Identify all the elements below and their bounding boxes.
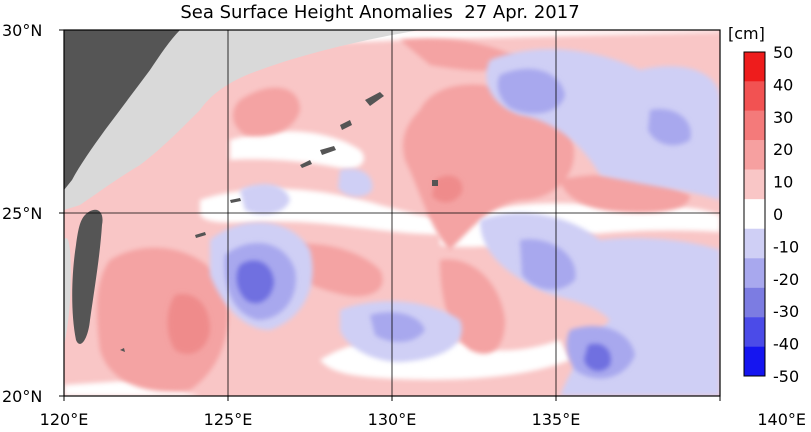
map-title: Sea Surface Height Anomalies 27 Apr. 201… — [180, 2, 580, 23]
colorbar-tick-label-5: 0 — [773, 205, 783, 224]
colorbar-segment-2 — [744, 110, 765, 141]
colorbar-segment-4 — [744, 169, 765, 200]
lat-tick-label-2: 20°N — [2, 387, 42, 406]
land-masses — [64, 30, 438, 352]
grid-lines — [64, 30, 720, 396]
colorbar-tick-label-3: 20 — [773, 140, 793, 159]
plot-area — [64, 30, 720, 396]
longitude-axis: 120°E 125°E 130°E 135°E 140°E — [40, 396, 806, 429]
colorbar-segment-7 — [744, 258, 765, 288]
colorbar: 50 40 30 20 10 0 -10 -20 -30 -40 -50 — [743, 43, 799, 386]
lon-tick-label-2: 130°E — [368, 410, 417, 429]
moderate-negative-anomaly-regions — [224, 68, 691, 379]
colorbar-segment-8 — [744, 287, 765, 318]
strong-negative-anomaly-regions — [236, 260, 611, 372]
lon-tick-label-4: 140°E — [757, 410, 806, 429]
colorbar-tick-label-4: 10 — [773, 173, 793, 192]
colorbar-segment-5 — [744, 199, 765, 229]
colorbar-unit: [cm] — [728, 24, 765, 43]
colorbar-tick-label-2: 30 — [773, 108, 793, 127]
lon-tick-label-1: 125°E — [204, 410, 253, 429]
china-coast-dark — [64, 30, 180, 190]
ryukyu-islands — [120, 92, 438, 352]
colorbar-segment-3 — [744, 140, 765, 170]
lon-tick-label-0: 120°E — [40, 410, 89, 429]
taiwan-island — [72, 209, 103, 344]
shallow-shelf — [64, 238, 71, 345]
mainland-land — [64, 30, 420, 210]
lon-tick-label-3: 135°E — [532, 410, 581, 429]
colorbar-tick-label-7: -20 — [773, 270, 799, 289]
colorbar-segment-1 — [744, 81, 765, 111]
lat-tick-label-1: 25°N — [2, 204, 42, 223]
colorbar-segment-9 — [744, 317, 765, 347]
colorbar-segment-10 — [744, 346, 765, 376]
colorbar-segment-6 — [744, 228, 765, 259]
colorbar-tick-label-10: -50 — [773, 367, 799, 386]
colorbar-tick-label-8: -30 — [773, 302, 799, 321]
colorbar-tick-label-6: -10 — [773, 237, 799, 256]
colorbar-tick-label-9: -40 — [773, 335, 799, 354]
lat-tick-label-0: 30°N — [2, 21, 42, 40]
colorbar-tick-label-1: 40 — [773, 75, 793, 94]
colorbar-frame — [743, 51, 766, 377]
colorbar-tick-label-0: 50 — [773, 43, 793, 62]
colorbar-segment-0 — [744, 52, 765, 82]
latitude-axis: 30°N 25°N 20°N — [2, 21, 64, 406]
